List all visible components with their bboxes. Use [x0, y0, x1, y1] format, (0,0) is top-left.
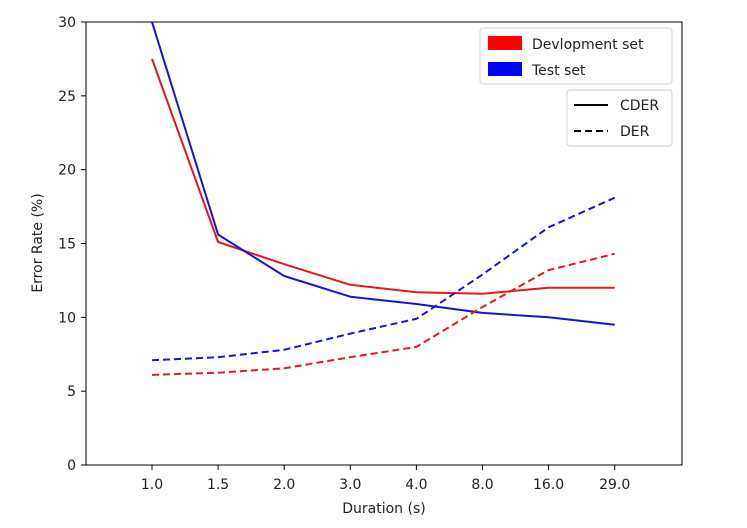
x-tick-label: 4.0: [405, 477, 427, 493]
y-tick-label: 20: [58, 163, 76, 179]
y-axis: 0 5 10 15 20 25 30: [58, 15, 86, 474]
series-layer: [151, 22, 616, 376]
plot-area: [85, 21, 683, 466]
series-line-test-set-der: [151, 196, 616, 362]
legend-sets-box: [479, 27, 673, 85]
y-tick-label: 0: [67, 458, 76, 474]
x-axis-label: Duration (s): [342, 501, 425, 517]
legend-test-label: Test set: [531, 63, 586, 79]
y-tick-label: 10: [58, 310, 76, 326]
x-tick-label: 16.0: [533, 477, 564, 493]
y-tick-label: 25: [58, 89, 76, 105]
legend-sets: Devlopment set Test set: [479, 27, 673, 85]
legend-dev-swatch: [488, 36, 522, 50]
series-line-devlopment-set-cder: [151, 58, 615, 295]
x-tick-label: 1.5: [207, 477, 229, 493]
legend-der-label: DER: [620, 124, 650, 140]
series-line-test-set-cder: [151, 22, 615, 326]
x-tick-label: 29.0: [599, 477, 630, 493]
legend-dev-label: Devlopment set: [532, 37, 644, 53]
x-tick-label: 8.0: [471, 477, 493, 493]
legend-cder-label: CDER: [620, 98, 659, 114]
x-tick-label: 1.0: [141, 477, 163, 493]
y-tick-label: 5: [67, 384, 76, 400]
x-axis: 1.0 1.5 2.0 3.0 4.0 8.0 16.0 29.0: [141, 465, 630, 493]
x-tick-label: 2.0: [273, 477, 295, 493]
x-tick-label: 3.0: [339, 477, 361, 493]
y-tick-label: 15: [58, 237, 76, 253]
y-tick-label: 30: [58, 15, 76, 31]
legend-test-swatch: [488, 62, 522, 76]
series-line-devlopment-set-der: [151, 252, 615, 376]
legend-metrics: CDER DER: [566, 89, 673, 147]
y-axis-label: Error Rate (%): [30, 193, 46, 292]
